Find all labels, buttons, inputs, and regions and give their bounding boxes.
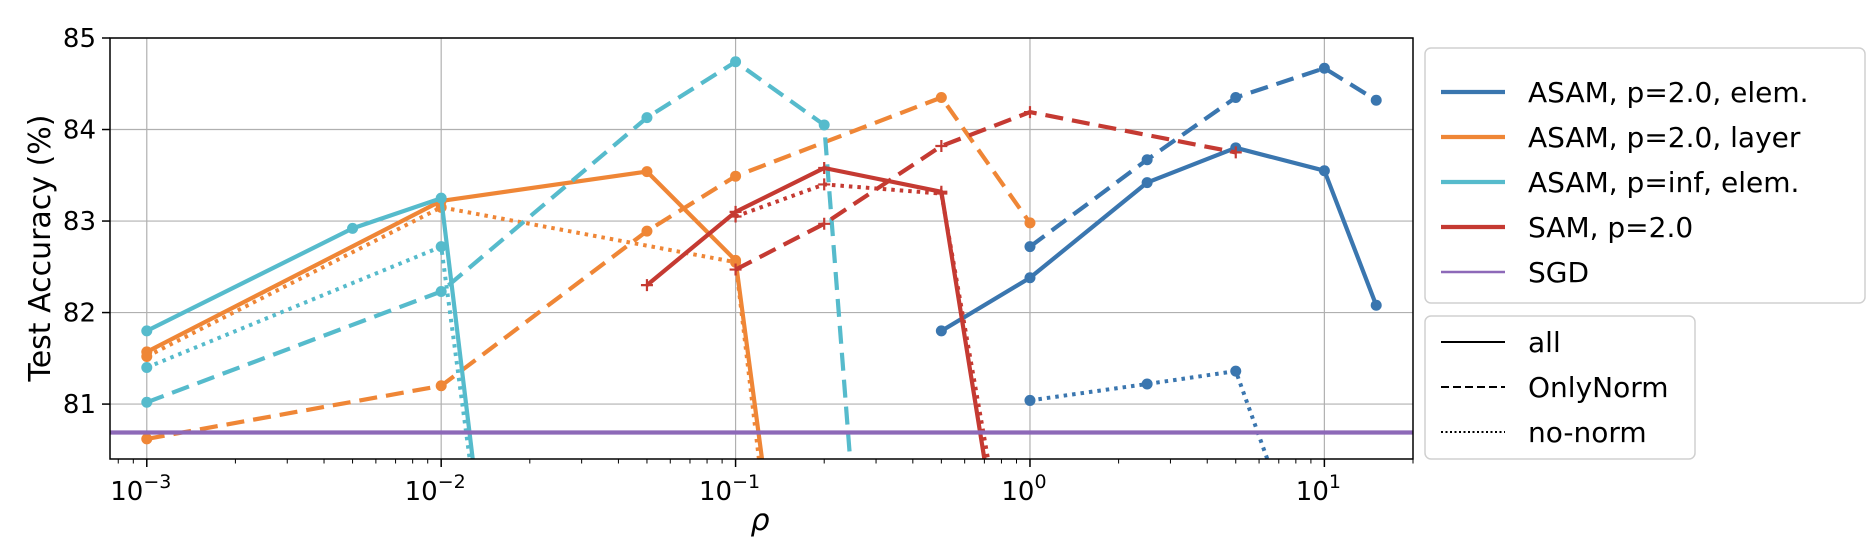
data-point-asam-p-2-0-elem-no-norm <box>1141 378 1153 390</box>
x-tick-exponent: −2 <box>438 471 466 493</box>
data-point-asam-p-2-0-layer-no-norm <box>141 350 153 362</box>
data-point-sam-p-2-0-onlynorm <box>1023 106 1036 119</box>
x-tick-exponent: −1 <box>732 471 760 493</box>
data-point-sam-p-2-0-no-norm <box>818 178 831 191</box>
legend-label: OnlyNorm <box>1528 371 1669 404</box>
data-point-asam-p-2-0-elem-onlynorm <box>1230 91 1242 103</box>
legend-label: ASAM, p=2.0, layer <box>1528 121 1801 154</box>
data-point-asam-p-inf-elem-no-norm <box>435 241 447 253</box>
data-point-asam-p-inf-elem-onlynorm <box>641 112 653 124</box>
data-point-asam-p-2-0-layer-onlynorm <box>1024 217 1036 229</box>
data-point-asam-p-2-0-elem-onlynorm <box>1024 241 1036 253</box>
data-point-sam-p-2-0-onlynorm <box>818 217 831 230</box>
series-line-sam-p-2-0-all <box>645 165 987 459</box>
series-line-asam-p-2-0-layer-onlynorm <box>146 95 1032 441</box>
grid <box>110 37 1413 459</box>
series-line-asam-p-inf-elem-no-norm <box>146 244 472 459</box>
data-point-sam-p-2-0-no-norm <box>729 210 742 223</box>
x-tick-label: 100 <box>1001 471 1046 507</box>
x-tick-label: 101 <box>1296 471 1341 507</box>
data-point-sam-p-2-0-all <box>818 161 831 174</box>
data-point-asam-p-inf-elem-all <box>141 325 153 337</box>
data-point-sam-p-2-0-onlynorm <box>1229 146 1242 159</box>
x-tick-base: 10 <box>1296 477 1329 507</box>
color-legend-frame <box>1424 47 1866 304</box>
color-legend: ASAM, p=2.0, elem. ASAM, p=2.0, layer ASAM… <box>1424 47 1866 304</box>
data-point-sam-p-2-0-onlynorm <box>729 263 742 276</box>
data-point-asam-p-inf-elem-onlynorm <box>730 56 742 68</box>
data-point-asam-p-2-0-layer-all <box>641 166 653 178</box>
y-axis-label: Test Accuracy (%) <box>23 114 58 382</box>
data-point-asam-p-2-0-elem-all <box>1141 177 1153 189</box>
data-point-asam-p-inf-elem-onlynorm <box>141 396 153 408</box>
series-line-asam-p-inf-elem-all <box>145 196 475 459</box>
series-layer <box>110 56 1413 459</box>
data-point-asam-p-inf-elem-onlynorm <box>435 286 447 298</box>
data-point-asam-p-2-0-elem-all <box>1024 272 1036 284</box>
legend-label: SGD <box>1528 256 1589 289</box>
data-point-asam-p-2-0-elem-no-norm <box>1024 394 1036 406</box>
series-line-asam-p-inf-elem-onlynorm <box>146 59 853 459</box>
data-point-sam-p-2-0-all <box>640 279 653 292</box>
style-legend: all OnlyNorm no-norm <box>1424 315 1696 460</box>
x-tick-base: 10 <box>699 477 732 507</box>
y-tick-label: 82 <box>63 299 96 329</box>
legend-label: SAM, p=2.0 <box>1528 211 1693 244</box>
data-point-asam-p-2-0-elem-all <box>1318 165 1330 177</box>
x-tick-base: 10 <box>1001 477 1034 507</box>
data-point-asam-p-2-0-elem-all <box>935 325 947 337</box>
style-legend-frame <box>1424 315 1696 460</box>
data-point-sam-p-2-0-onlynorm <box>935 139 948 152</box>
data-point-asam-p-2-0-elem-onlynorm <box>1141 154 1153 166</box>
data-point-sam-p-2-0-no-norm <box>935 187 948 200</box>
series-line-sam-p-2-0-no-norm <box>734 182 990 459</box>
y-tick-label: 84 <box>63 116 96 146</box>
series-line-asam-p-2-0-elem-no-norm <box>1029 369 1270 459</box>
x-axis-label: ρ <box>750 503 769 538</box>
data-point-asam-p-inf-elem-no-norm <box>141 361 153 373</box>
x-tick-label: 10−3 <box>110 471 171 507</box>
data-point-asam-p-2-0-elem-no-norm <box>1230 365 1242 377</box>
data-point-asam-p-2-0-layer-onlynorm <box>141 433 153 445</box>
data-point-asam-p-2-0-layer-onlynorm <box>641 225 653 237</box>
legend-label: ASAM, p=inf, elem. <box>1528 166 1799 199</box>
y-tick-label: 83 <box>63 207 96 237</box>
x-tick-base: 10 <box>405 477 438 507</box>
x-tick-label: 10−2 <box>405 471 466 507</box>
x-tick-exponent: −3 <box>143 471 171 493</box>
data-point-asam-p-2-0-elem-onlynorm <box>1318 62 1330 74</box>
plot-area-frame <box>109 37 1414 460</box>
y-tick-label: 85 <box>63 24 96 54</box>
x-tick-exponent: 0 <box>1034 471 1046 493</box>
data-point-asam-p-2-0-layer-onlynorm <box>730 170 742 182</box>
series-line-sam-p-2-0-onlynorm <box>734 109 1237 272</box>
data-point-asam-p-2-0-elem-onlynorm <box>1370 94 1382 106</box>
series-line-asam-p-2-0-elem-all <box>940 145 1379 333</box>
x-tick-base: 10 <box>110 477 143 507</box>
data-point-asam-p-2-0-layer-onlynorm <box>935 91 947 103</box>
data-point-asam-p-inf-elem-onlynorm <box>818 119 830 131</box>
y-tick-label: 81 <box>63 390 96 420</box>
legend-label: ASAM, p=2.0, elem. <box>1528 76 1809 109</box>
data-point-asam-p-2-0-elem-all <box>1370 299 1382 311</box>
legend-label: no-norm <box>1528 416 1647 449</box>
data-point-asam-p-2-0-layer-no-norm <box>730 256 742 268</box>
data-point-asam-p-inf-elem-all <box>435 192 447 204</box>
x-tick-exponent: 1 <box>1329 471 1341 493</box>
data-point-asam-p-inf-elem-all <box>347 222 359 234</box>
legend-label: all <box>1528 326 1561 359</box>
x-tick-label: 10−1 <box>699 471 760 507</box>
data-point-asam-p-2-0-layer-onlynorm <box>435 380 447 392</box>
